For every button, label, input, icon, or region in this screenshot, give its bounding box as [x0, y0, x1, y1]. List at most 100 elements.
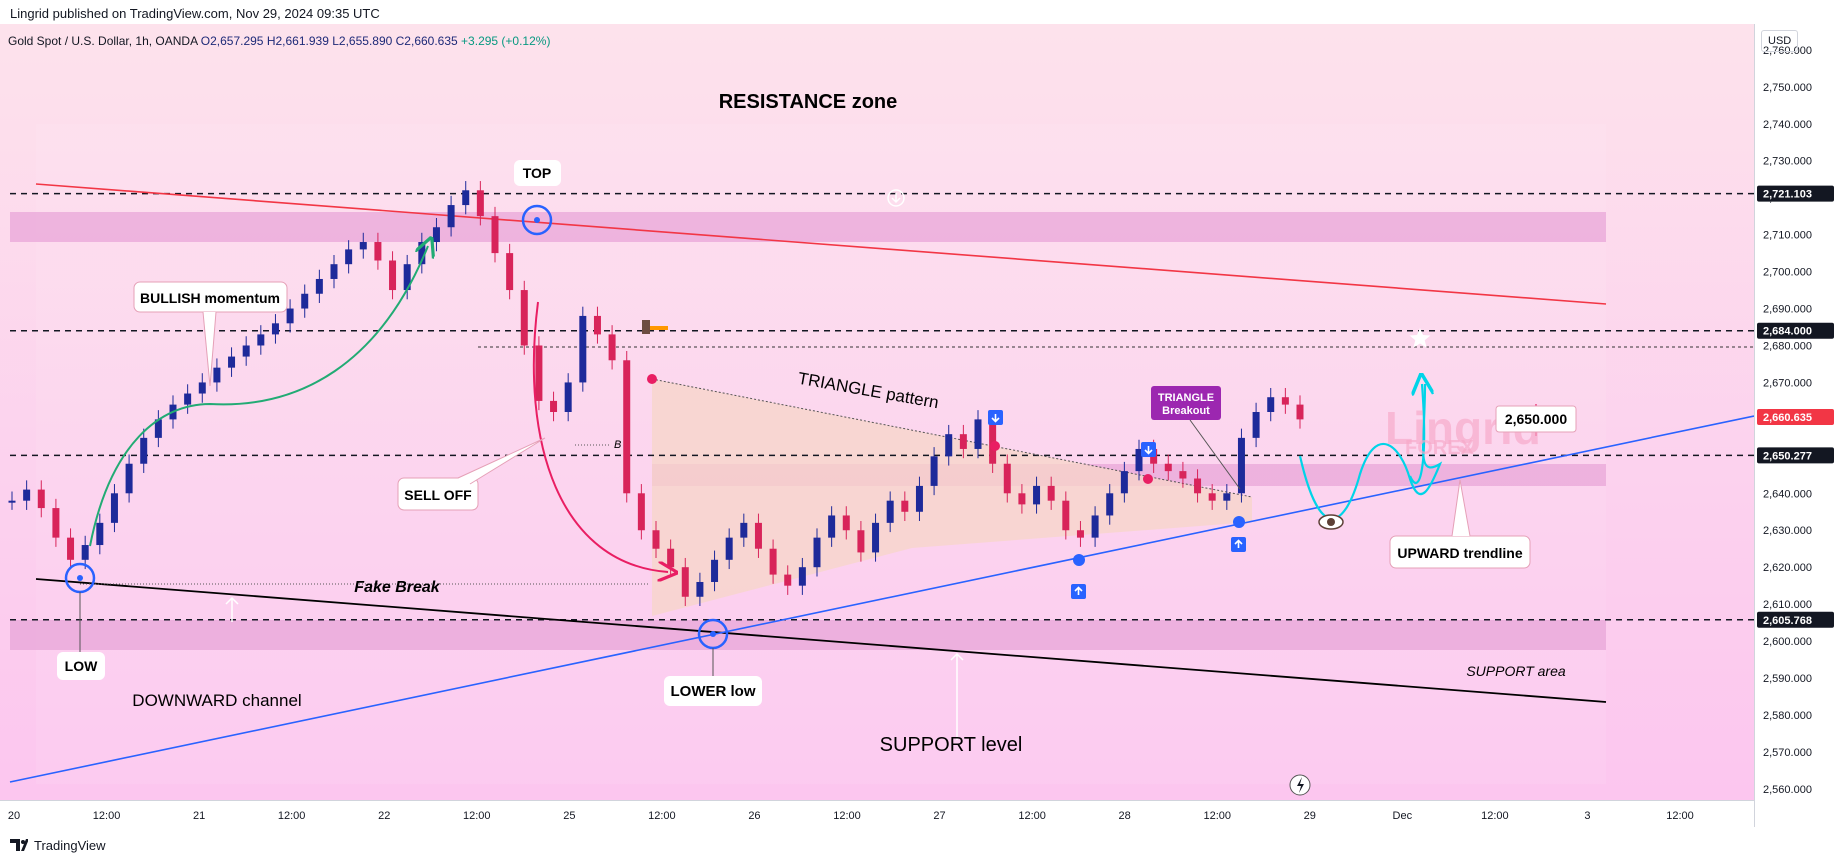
- candle-body: [959, 434, 967, 449]
- candle-body: [828, 515, 836, 538]
- candle-body: [901, 500, 909, 512]
- price-axis[interactable]: USD 2,760.000 2,750.000 2,740.000 2,730.000…: [1754, 24, 1835, 827]
- candle-body: [462, 190, 470, 206]
- lower-low-label-text: LOWER low: [671, 683, 756, 700]
- candle-body: [842, 515, 850, 531]
- sell-off-label: SELL OFF: [397, 477, 479, 511]
- time-axis[interactable]: 20 12:00 21 12:00 22 12:00 25 12:00 26 12:00 27 12:…: [0, 800, 1754, 828]
- upward-trendline-label: UPWARD trendline: [1389, 535, 1531, 569]
- price-label-text: 2,721.103: [1763, 189, 1812, 201]
- candle-body: [593, 315, 601, 335]
- candle-body: [506, 253, 514, 291]
- chart-background: [0, 24, 1754, 800]
- downward-channel-label: DOWNWARD channel: [132, 691, 301, 710]
- price-tick-label: 2,560.000: [1763, 784, 1812, 796]
- time-tick-label: 22: [378, 810, 390, 822]
- candle-body: [1076, 530, 1084, 538]
- candle-body: [681, 567, 689, 597]
- low-label: LOW: [57, 652, 105, 680]
- projection-arrow: [1408, 384, 1424, 484]
- up-arrow-box-1: [1071, 584, 1086, 599]
- candle-body: [974, 419, 982, 449]
- candle-body: [432, 227, 440, 243]
- candles: [8, 181, 1304, 606]
- candle-body: [1047, 485, 1055, 501]
- candle-body: [667, 548, 675, 568]
- candle-body: [725, 537, 733, 560]
- candle-body: [403, 264, 411, 291]
- candle-body: [301, 293, 309, 309]
- watermark-forex: FOREX: [1405, 437, 1475, 459]
- candle-body: [1281, 397, 1289, 405]
- fake-break-label: Fake Break: [354, 579, 440, 596]
- price-tick-label: 2,630.000: [1763, 525, 1812, 537]
- candle-body: [96, 522, 104, 546]
- candle-body: [330, 264, 338, 279]
- candle-body: [374, 242, 382, 261]
- chart-area[interactable]: Lingrid FOREX TOP BULLISH momentum SELL …: [0, 24, 1754, 800]
- time-tick-label: 12:00: [648, 810, 676, 822]
- time-tick-label: 28: [1119, 810, 1131, 822]
- candle-body: [81, 545, 89, 560]
- price-tick-label: 2,730.000: [1763, 156, 1812, 168]
- candle-body: [769, 548, 777, 575]
- candle-body: [1106, 493, 1114, 516]
- candle-body: [1135, 448, 1143, 472]
- low-label-text: LOW: [65, 658, 98, 674]
- price-label-text: 2,605.768: [1763, 615, 1812, 627]
- sell-off-arrow: [532, 301, 668, 572]
- candle-body: [52, 508, 60, 538]
- candle-body: [637, 493, 645, 531]
- candle-body: [652, 530, 660, 549]
- target-label: 2,650.000: [1495, 405, 1577, 433]
- time-tick-label: 12:00: [1481, 810, 1509, 822]
- time-tick-label: 12:00: [833, 810, 861, 822]
- candle-body: [989, 419, 997, 464]
- down-arrow-box-2: [1141, 442, 1156, 457]
- candle-body: [242, 345, 250, 357]
- time-tick-label: 12:00: [463, 810, 491, 822]
- triangle-pivot-high-1: [990, 441, 1000, 451]
- star-icon: [1409, 328, 1431, 348]
- bullish-label-pointer: [202, 311, 217, 387]
- price-tick-label: 2,670.000: [1763, 377, 1812, 389]
- candle-body: [1194, 478, 1202, 494]
- footer-brand: TradingView: [34, 837, 106, 853]
- candle-body: [1179, 471, 1187, 479]
- svg-text:TRIANGLE: TRIANGLE: [1158, 392, 1214, 404]
- low-point: [77, 575, 83, 581]
- candle-body: [945, 434, 953, 457]
- price-tick-label: 2,700.000: [1763, 267, 1812, 279]
- candle-body: [1003, 463, 1011, 494]
- time-tick-label: 27: [933, 810, 945, 822]
- dashed-levels: [10, 192, 1754, 621]
- candle-body: [1252, 412, 1260, 438]
- price-tick-label: 2,680.000: [1763, 340, 1812, 352]
- candle-body: [315, 278, 323, 294]
- candle-body: [1062, 500, 1070, 531]
- resistance-zone-band: [10, 212, 1606, 242]
- chart-canvas[interactable]: Lingrid FOREX TOP BULLISH momentum SELL …: [0, 24, 1754, 800]
- candle-body: [110, 493, 118, 523]
- top-point: [534, 217, 540, 223]
- triangle-pivot-high-2: [1143, 474, 1153, 484]
- time-tick-label: 26: [748, 810, 760, 822]
- currency-selector[interactable]: USD: [1761, 30, 1799, 52]
- low-value: L2,655.890: [332, 34, 393, 48]
- candle-body: [154, 419, 162, 438]
- candle-body: [198, 382, 206, 394]
- symbol-info: Gold Spot / U.S. Dollar, 1h, OANDA O2,65…: [8, 34, 550, 48]
- candle-body: [550, 400, 558, 412]
- tradingview-logo-icon: [10, 839, 28, 851]
- price-label-box: [1757, 611, 1834, 628]
- price-label-text: 2,650.277: [1763, 450, 1812, 462]
- candle-body: [915, 485, 923, 512]
- triangle-pivot-low-2: [1233, 516, 1245, 528]
- price-tick-label: 2,620.000: [1763, 562, 1812, 574]
- time-tick-label: 12:00: [1203, 810, 1231, 822]
- lower-low-point: [710, 631, 716, 637]
- candle-body: [359, 242, 367, 250]
- upward-trendline-label-text: UPWARD trendline: [1397, 545, 1522, 561]
- candle-body: [1018, 493, 1026, 505]
